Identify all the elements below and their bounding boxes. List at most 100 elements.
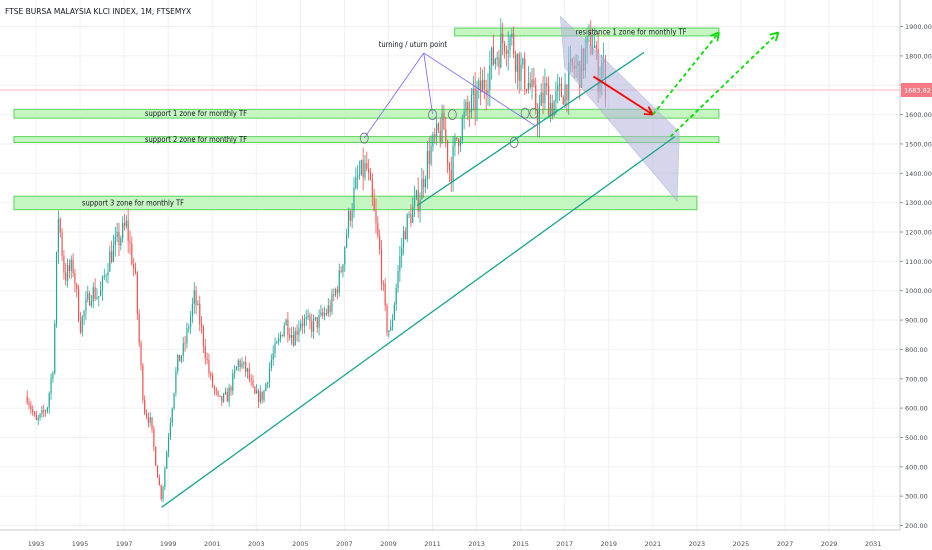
candle-body <box>204 346 206 359</box>
candle-body <box>507 49 509 54</box>
candle-body <box>232 373 234 391</box>
candle-body <box>46 407 48 412</box>
candle-body <box>331 294 333 312</box>
candle-body <box>226 391 228 402</box>
candle-body <box>305 317 307 319</box>
time-tick-label: 1999 <box>160 540 177 548</box>
candle-body <box>364 162 366 178</box>
candle-body <box>268 368 271 383</box>
candle-body <box>83 311 85 317</box>
trendline <box>416 51 645 207</box>
candle-body <box>81 316 83 333</box>
candle-body <box>145 413 148 417</box>
candle-body <box>259 391 261 402</box>
candle-body <box>520 64 522 81</box>
candle-body <box>347 211 350 235</box>
candle-body <box>430 146 432 164</box>
candle-body <box>28 402 30 406</box>
candle-body <box>318 315 320 328</box>
candle-body <box>382 283 384 285</box>
price-tick-label: 1400.00 <box>905 170 932 178</box>
price-tick-label: 1000.00 <box>905 287 932 295</box>
candle-body <box>178 354 181 362</box>
price-tick-label: 900.00 <box>905 317 928 325</box>
candle-body <box>160 485 162 500</box>
candle-body <box>435 123 438 137</box>
candle-body <box>292 334 294 346</box>
candle-body <box>33 412 36 415</box>
candle-body <box>63 255 65 273</box>
candle-body <box>131 243 133 265</box>
candle-body <box>89 293 91 306</box>
candle-body <box>588 32 590 37</box>
candle-body <box>195 290 197 305</box>
candle-body <box>531 79 533 88</box>
candle-body <box>276 341 278 344</box>
candle-body <box>342 264 344 273</box>
candle-body <box>366 162 368 169</box>
price-tick-label: 1300.00 <box>905 199 932 207</box>
candle-body <box>90 301 93 306</box>
candle-body <box>316 317 318 328</box>
candle-body <box>87 293 89 300</box>
candle-body <box>103 276 105 278</box>
candle-body <box>360 160 362 175</box>
candle-body <box>300 323 302 329</box>
candle-body <box>140 342 142 366</box>
candle-body <box>127 220 129 242</box>
candle-body <box>322 312 324 316</box>
turning-point-circle <box>359 132 369 144</box>
last-price-tag <box>901 82 932 97</box>
candle-body <box>426 151 428 180</box>
time-tick-label: 2003 <box>248 540 265 548</box>
candle-body <box>287 319 289 335</box>
candle-body <box>452 146 454 182</box>
candle-body <box>133 264 135 268</box>
candle-body <box>423 178 425 188</box>
candle-body <box>294 331 296 346</box>
price-tick-label: 700.00 <box>905 375 928 383</box>
candle-body <box>224 391 227 394</box>
candle-body <box>77 288 80 321</box>
turning-point-circle <box>520 107 530 119</box>
candle-body <box>555 90 557 102</box>
candle-body <box>171 408 173 424</box>
candle-body <box>535 85 537 110</box>
zone-label: resistance 1 zone for monthly TF <box>576 27 687 36</box>
candle-body <box>265 383 267 391</box>
candle-body <box>434 134 436 137</box>
candle-body <box>498 57 500 68</box>
candle-body <box>351 211 353 221</box>
candle-body <box>522 58 524 65</box>
candle-body <box>413 197 416 207</box>
candle-body <box>301 323 304 326</box>
candle-body <box>147 416 149 423</box>
candle-body <box>156 465 159 478</box>
candle-body <box>336 289 339 293</box>
candle-body <box>340 270 342 273</box>
candle-body <box>261 391 263 401</box>
candle-body <box>320 312 322 316</box>
candle-body <box>144 399 146 414</box>
candle-body <box>189 316 192 328</box>
candle-body <box>502 33 504 44</box>
candle-body <box>546 82 548 87</box>
time-tick-label: 2023 <box>689 540 706 548</box>
time-tick-label: 1997 <box>116 540 133 548</box>
candle-body <box>312 318 315 332</box>
candle-body <box>346 234 348 248</box>
candle-body <box>432 134 434 147</box>
price-tick-label: 300.00 <box>905 493 928 501</box>
candle-body <box>558 83 561 86</box>
candle-body <box>55 252 58 324</box>
price-tick-label: 1900.00 <box>905 23 932 31</box>
candle-body <box>177 354 179 372</box>
candle-body <box>202 326 205 347</box>
candle-body <box>518 53 520 81</box>
candle-body <box>470 94 473 113</box>
candle-body <box>458 139 460 147</box>
candle-body <box>123 223 126 227</box>
candle-body <box>153 429 155 447</box>
candle-body <box>428 151 430 164</box>
